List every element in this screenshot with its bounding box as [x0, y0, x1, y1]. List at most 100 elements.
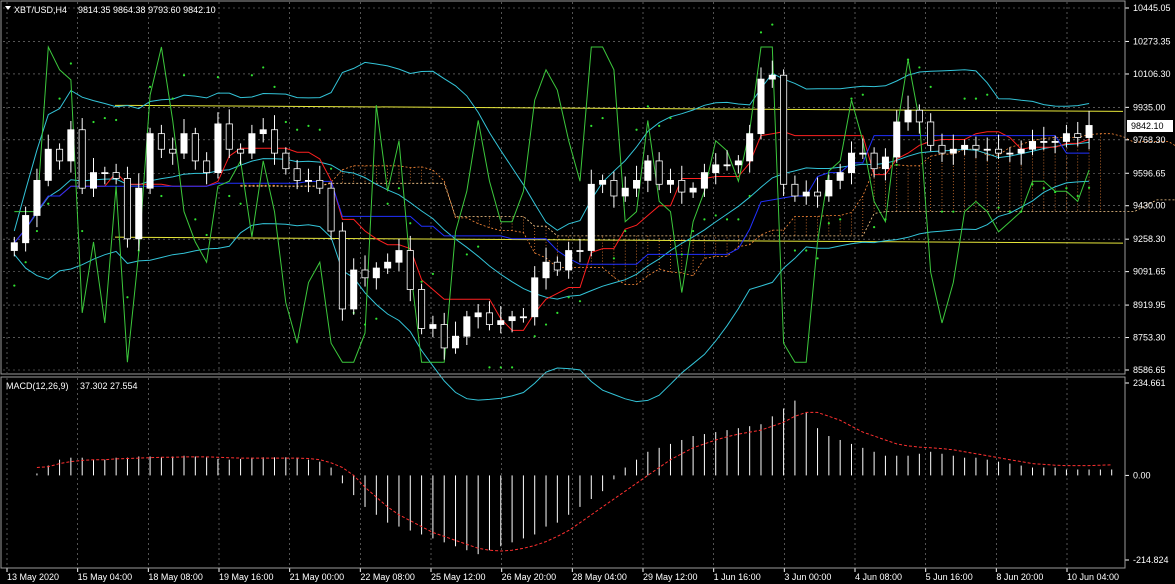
cloud-span-b	[240, 182, 1175, 237]
psar-dot	[827, 222, 830, 225]
psar-dot	[47, 202, 50, 205]
candle-body	[169, 148, 177, 154]
last-price-box	[1127, 120, 1173, 132]
time-tick-label: 8 Jun 20:00	[996, 572, 1043, 582]
candle-body	[666, 179, 674, 185]
price-tick-label: 9430.00	[1133, 201, 1166, 211]
candle-body	[508, 316, 516, 322]
candle-body	[836, 172, 844, 181]
psar-dot	[714, 214, 717, 217]
bollinger-middle-line	[13, 141, 1090, 300]
psar-dot	[646, 105, 649, 108]
psar-dot	[692, 229, 695, 233]
psar-dot	[929, 85, 932, 89]
candle-body	[395, 250, 403, 263]
candle-body	[361, 269, 369, 279]
psar-dot	[544, 323, 548, 326]
psar-dot	[1042, 187, 1045, 190]
candle-body	[78, 129, 86, 189]
candle-body	[587, 183, 595, 251]
price-axis: 10445.05 10273.35 10106.30 9935.00 9768.30 95…	[1125, 3, 1171, 565]
psar-dot	[1031, 183, 1034, 186]
candle-body	[700, 172, 708, 189]
price-tick-label: 9091.65	[1133, 267, 1166, 277]
psar-dot	[601, 116, 604, 120]
candle-body	[485, 312, 493, 325]
psar-dot	[839, 218, 842, 221]
candle-body	[384, 261, 392, 269]
psar-dot	[997, 206, 1000, 209]
psar-dot	[1087, 186, 1091, 189]
time-tick-label: 21 May 00:00	[290, 572, 345, 582]
candle-body	[995, 148, 1003, 154]
candle-body	[440, 324, 448, 349]
psar-dot	[386, 202, 389, 205]
candle-body	[101, 172, 109, 175]
symbol-label: XBT/USD,H4	[14, 5, 67, 15]
price-pane-frame	[0, 0, 1126, 375]
candle-body	[135, 187, 143, 240]
psar-dot	[895, 163, 898, 166]
candle-body	[689, 187, 697, 193]
psar-dot	[92, 120, 95, 124]
time-tick-label: 15 May 04:00	[78, 572, 133, 582]
cloud-span-a	[240, 133, 1175, 286]
candle-body	[915, 109, 923, 123]
price-tick-label: 10273.35	[1133, 36, 1171, 46]
candle-body	[293, 168, 301, 181]
candle-body	[157, 133, 165, 150]
candle-body	[757, 78, 765, 135]
horizontal-level-line	[114, 104, 1124, 112]
candle-body	[22, 215, 30, 244]
candle-body	[961, 144, 969, 150]
psar-dot	[273, 85, 276, 89]
psar-dot	[986, 93, 989, 96]
candle-body	[1017, 148, 1025, 154]
candle-body	[406, 250, 414, 290]
psar-dot	[816, 257, 819, 260]
psar-dot	[533, 335, 536, 338]
psar-dot	[1065, 187, 1068, 190]
psar-dot	[1054, 190, 1057, 194]
psar-dot	[160, 194, 163, 198]
collapse-triangle-icon[interactable]	[5, 6, 11, 10]
candle-body	[553, 261, 561, 271]
candle-body	[768, 74, 776, 80]
time-tick-label: 19 May 16:00	[219, 572, 274, 582]
psar-dot	[940, 210, 944, 213]
candle-body	[576, 250, 584, 252]
time-tick-label: 28 May 04:00	[572, 572, 627, 582]
candle-body	[893, 121, 901, 158]
time-tick-label: 18 May 08:00	[148, 572, 203, 582]
candle-body	[746, 133, 754, 162]
psar-dot	[612, 257, 616, 260]
psar-dot	[13, 284, 16, 287]
psar-dot	[307, 124, 310, 127]
candle-body	[972, 144, 980, 150]
psar-dot	[318, 128, 321, 131]
candle-body	[1062, 133, 1070, 142]
psar-dot	[850, 97, 853, 100]
price-tick-label: 9768.30	[1133, 135, 1166, 145]
candle-body	[531, 277, 539, 318]
candle-body	[316, 179, 324, 189]
candle-body	[1028, 141, 1037, 150]
price-tick-label: 10106.30	[1133, 69, 1171, 79]
psar-dot	[284, 120, 287, 124]
candle-body	[237, 148, 245, 154]
psar-dot	[884, 218, 887, 221]
psar-dot	[567, 296, 570, 299]
candle-body	[814, 191, 822, 197]
candle-body	[859, 152, 867, 155]
macd-pane[interactable]	[36, 400, 1113, 555]
psar-dot	[873, 226, 876, 229]
psar-dot	[725, 218, 729, 221]
candle-body	[734, 160, 742, 166]
candle-body	[56, 148, 64, 162]
psar-dot	[182, 74, 186, 77]
candle-body	[304, 179, 312, 182]
candle-body	[904, 109, 912, 123]
price-pane[interactable]	[10, 23, 1175, 403]
candle-body	[938, 144, 946, 154]
